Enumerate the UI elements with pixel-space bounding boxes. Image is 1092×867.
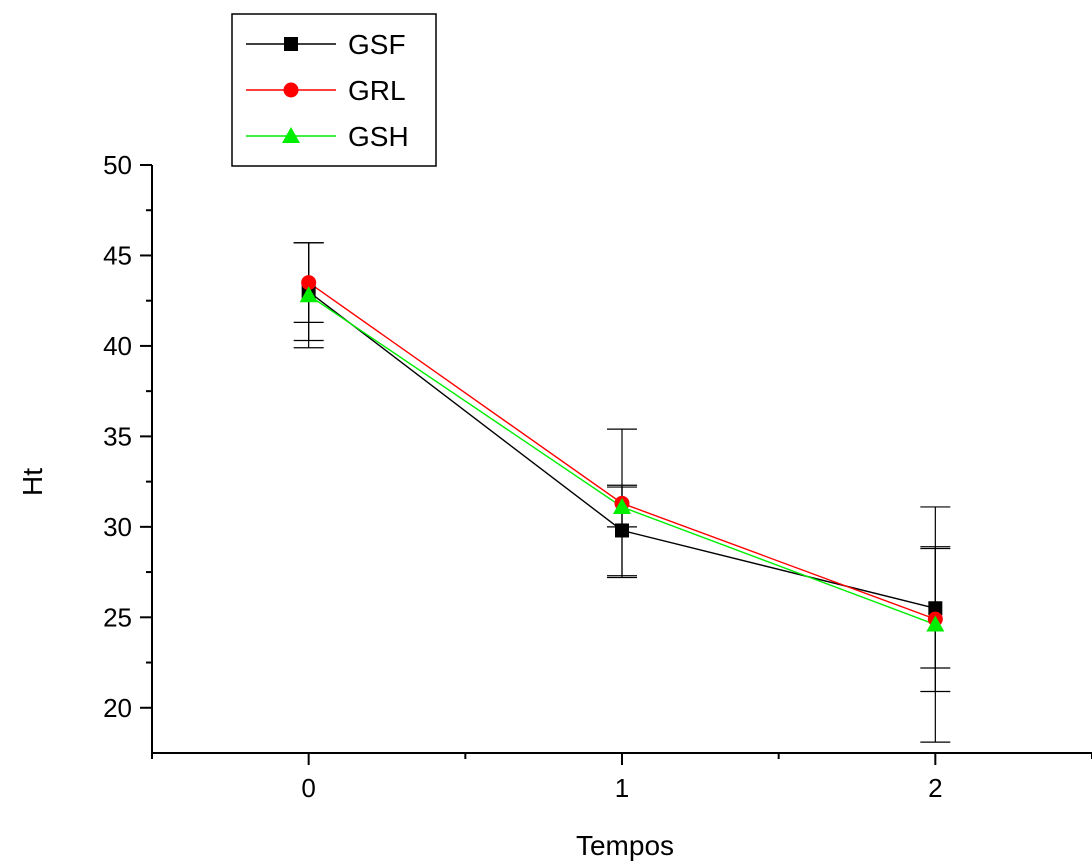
error-bars xyxy=(293,242,951,743)
data-point-gsf xyxy=(615,523,629,538)
x-axis-title: Tempos xyxy=(576,830,674,861)
data-point-gsh xyxy=(299,286,318,303)
x-tick-label: 2 xyxy=(928,773,942,803)
x-tick-label: 0 xyxy=(301,773,315,803)
legend-marker-gsf xyxy=(284,37,298,51)
data-point-gsf xyxy=(928,601,943,616)
y-tick-label: 20 xyxy=(103,693,132,723)
legend-label: GSH xyxy=(348,121,409,152)
data-point-gsh xyxy=(613,497,631,514)
y-tick-label: 45 xyxy=(103,240,132,270)
y-axis-title: Ht xyxy=(17,468,48,496)
data-point-grl xyxy=(301,275,317,291)
y-tick-label: 30 xyxy=(103,512,132,542)
series-markers xyxy=(299,275,945,632)
x-tick-label: 1 xyxy=(615,773,629,803)
legend-marker-gsh xyxy=(282,127,300,143)
y-tick-label: 35 xyxy=(103,421,132,451)
data-point-gsh xyxy=(926,615,945,632)
y-tick-label: 25 xyxy=(103,602,132,632)
axes: 20 25 30 35 40 45 50 0 1 2 xyxy=(103,150,1092,803)
legend-label: GRL xyxy=(348,75,406,106)
legend-label: GSF xyxy=(348,29,406,60)
y-tick-label: 40 xyxy=(103,331,132,361)
legend-marker-grl xyxy=(283,82,299,98)
legend: GSF GRL GSH xyxy=(231,13,437,167)
y-tick-label: 50 xyxy=(103,150,132,180)
